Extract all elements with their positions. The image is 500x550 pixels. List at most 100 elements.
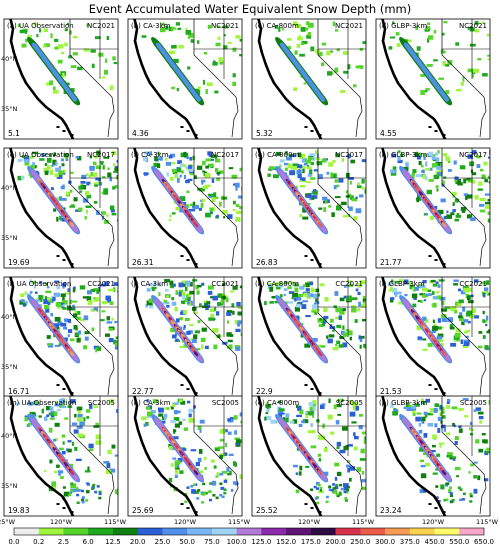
colorbar-swatch: [434, 528, 460, 535]
snow-cell-light: [94, 183, 98, 187]
snow-cell-north: [169, 280, 174, 286]
snow-cell-light: [96, 210, 100, 215]
snow-cell-light: [207, 163, 214, 167]
snow-cell-light: [191, 339, 197, 343]
snow-cell-light: [452, 209, 456, 212]
snow-cell-north: [178, 399, 183, 403]
snow-cell-north: [268, 166, 275, 170]
snow-cell-light: [342, 332, 348, 337]
snow-cell-north: [287, 163, 292, 169]
snow-cell-north: [396, 291, 402, 295]
snow-cell-south: [461, 498, 465, 501]
snow-cell-light: [80, 318, 85, 322]
snow-cell-light: [454, 436, 459, 441]
snow-cell-north: [148, 283, 154, 287]
snow-cell-light: [44, 163, 48, 166]
snow-cell-south: [340, 487, 344, 491]
snow-cell-light: [234, 345, 241, 349]
snow-cell-light: [323, 315, 329, 319]
snow-cell-light: [217, 334, 221, 338]
snow-cell-light: [233, 200, 236, 205]
state-border: [193, 277, 239, 396]
snow-cell-light: [109, 176, 112, 182]
snow-cell-light: [113, 339, 117, 345]
snow-cell-north: [300, 168, 303, 173]
snow-cell-light: [67, 448, 72, 453]
snow-cell-light: [446, 399, 451, 402]
snow-cell-light: [232, 81, 237, 86]
snow-cell-light: [239, 206, 242, 210]
snow-cell-north: [36, 298, 40, 303]
snow-cell-light: [181, 448, 187, 451]
snow-cell-north: [171, 297, 174, 301]
snow-cell-north: [26, 293, 32, 296]
colorbar-swatch: [162, 528, 188, 535]
snow-cell-light: [359, 338, 363, 343]
snow-cell-north: [287, 38, 292, 41]
snow-cell-light: [467, 26, 474, 30]
snow-cell-north: [38, 298, 43, 302]
snow-cell-light: [422, 348, 428, 351]
snow-cell-light: [456, 88, 462, 92]
snow-cell-north: [33, 401, 38, 405]
snow-cell-light: [94, 155, 99, 159]
snow-cell-light: [341, 330, 345, 335]
snow-cell-light: [211, 197, 216, 203]
snow-cell-light: [336, 48, 340, 52]
snow-cell-south: [98, 492, 102, 496]
snow-cell-north: [19, 300, 24, 305]
snow-cell-light: [45, 282, 48, 286]
state-border: [193, 148, 239, 267]
mean-value: 25.52: [256, 506, 278, 515]
snow-cell-light: [75, 488, 81, 492]
snow-cell-light: [95, 177, 101, 181]
snow-cell-light: [107, 167, 110, 170]
snow-cell-light: [69, 307, 76, 311]
snow-cell-south: [313, 485, 317, 489]
snow-cell-light: [362, 318, 366, 322]
snow-cell-light: [458, 408, 464, 411]
snow-cell-light: [227, 339, 233, 343]
snow-cell-light: [451, 406, 458, 410]
colorbar-tick-label: 100.0: [227, 538, 247, 546]
snow-cell-north: [56, 408, 61, 412]
mean-value: 23.24: [380, 506, 402, 515]
snow-cell-light: [183, 175, 187, 179]
snow-cell-light: [467, 68, 474, 73]
snow-cell-light: [103, 461, 110, 464]
snow-cell-north: [390, 297, 395, 300]
snow-cell-light: [470, 463, 475, 467]
snow-cell-light: [425, 462, 431, 467]
snow-cell-light: [202, 185, 209, 190]
snow-cell-north: [162, 420, 166, 424]
snow-cell-light: [456, 475, 459, 478]
snow-cell-light: [209, 208, 214, 212]
snow-cell-light: [481, 174, 486, 179]
snow-cell-north: [172, 404, 175, 408]
snow-cell-light: [116, 160, 118, 163]
snow-cell-light: [332, 159, 336, 163]
snow-cell-north: [265, 411, 269, 415]
snow-cell-light: [422, 338, 427, 341]
snow-cell-light: [464, 415, 469, 418]
snow-cell-light: [316, 293, 320, 297]
snow-cell-north: [389, 36, 395, 39]
snow-cell-light: [437, 428, 441, 433]
snow-cell-north: [266, 406, 270, 409]
snow-cell-light: [455, 328, 461, 333]
snow-cell-light: [467, 300, 474, 304]
snow-cell-north: [170, 420, 176, 423]
snow-cell-light: [205, 89, 208, 95]
panel-frame: [251, 147, 367, 269]
snow-cell-light: [361, 479, 366, 483]
snow-cell-light: [53, 208, 57, 212]
snow-cell-light: [467, 194, 473, 199]
snow-cell-light: [335, 307, 342, 313]
snow-cell-light: [185, 179, 190, 184]
snow-cell-north: [273, 174, 279, 179]
snow-cell-light: [171, 212, 176, 215]
snow-cell-north: [283, 293, 286, 296]
channel-island: [194, 263, 198, 265]
snow-cell-light: [197, 40, 200, 44]
